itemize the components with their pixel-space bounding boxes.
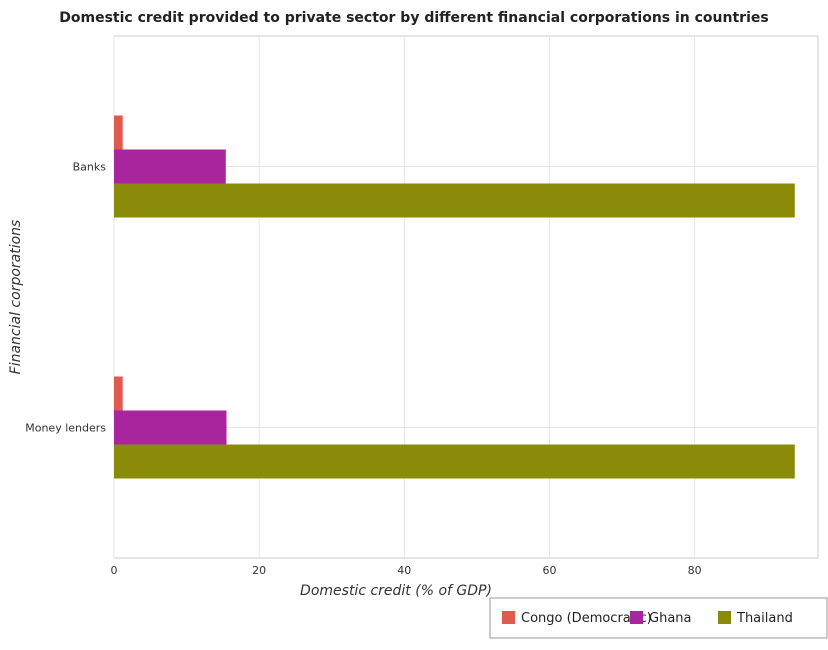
- legend-label: Congo (Democratic): [521, 611, 652, 626]
- legend-label: Ghana: [649, 611, 692, 626]
- x-tick-label: 20: [252, 564, 266, 577]
- x-axis-label: Domestic credit (% of GDP): [300, 583, 492, 599]
- bar-ghana-banks: [114, 149, 226, 184]
- legend-swatch: [502, 611, 515, 624]
- chart-title: Domestic credit provided to private sect…: [59, 10, 769, 26]
- x-tick-label: 60: [542, 564, 556, 577]
- plot-area: [113, 35, 819, 559]
- bar-congo-democratic--money-lenders: [114, 376, 123, 411]
- y-tick-label: Money lenders: [25, 422, 106, 435]
- bar-thailand-money-lenders: [114, 444, 795, 479]
- legend-swatch: [630, 611, 643, 624]
- x-tick-label: 80: [688, 564, 702, 577]
- y-tick-label: Banks: [73, 161, 107, 174]
- y-axis-label: Financial corporations: [8, 220, 24, 375]
- legend-label: Thailand: [736, 611, 793, 626]
- bar-congo-democratic--banks: [114, 115, 123, 150]
- legend-box: [489, 597, 828, 639]
- bar-thailand-banks: [114, 183, 795, 218]
- legend-swatch: [718, 611, 731, 624]
- x-tick-label: 0: [111, 564, 118, 577]
- bar-ghana-money-lenders: [114, 410, 227, 445]
- x-tick-label: 40: [397, 564, 411, 577]
